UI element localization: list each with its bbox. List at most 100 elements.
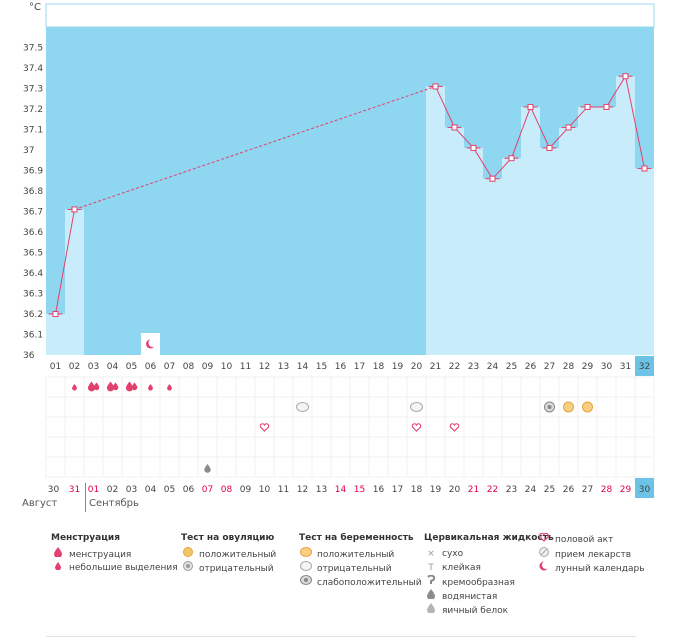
grid-cell: [596, 376, 617, 398]
small-drop-icon: [167, 384, 172, 391]
legend-item: водянистая: [442, 592, 498, 602]
grid-cell: [159, 456, 180, 478]
legend-title: Тест на беременность: [299, 533, 414, 543]
temperature-bar: [483, 178, 502, 355]
grid-cell: [444, 396, 465, 418]
grid-cell: [349, 396, 370, 418]
grid-cell: [596, 436, 617, 458]
temperature-bar: [597, 106, 616, 355]
grid-cell: [292, 416, 313, 438]
cycle-day-label: 27: [544, 362, 555, 372]
y-tick-label: 37.5: [23, 44, 43, 54]
grid-cell: [349, 416, 370, 438]
temperature-bar: [502, 158, 521, 355]
cycle-day-label: 04: [107, 362, 119, 372]
grid-cell: [520, 376, 541, 398]
data-point: [641, 165, 648, 172]
temperature-line: [435, 74, 645, 180]
grid-cell: [254, 376, 275, 398]
date-label: 02: [107, 485, 118, 495]
ovulation-test-positive-icon: [582, 401, 593, 413]
grid-cell: [539, 376, 560, 398]
date-label: 18: [411, 485, 423, 495]
cycle-day-label: 14: [297, 362, 309, 372]
data-point: [508, 155, 515, 162]
legend-item: менструация: [69, 550, 132, 560]
grid-cell: [273, 416, 294, 438]
cycle-day-label: 32: [639, 362, 650, 372]
grid-cell: [634, 376, 655, 398]
grid-cell: [615, 436, 636, 458]
grid-cell: [45, 456, 66, 478]
grid-cell: [64, 456, 85, 478]
date-label: 09: [240, 485, 252, 495]
grid-cell: [330, 416, 351, 438]
date-label: 27: [582, 485, 593, 495]
cycle-day-label: 09: [202, 362, 214, 372]
t-icon: T: [428, 563, 434, 573]
pregnancy-positive-icon: [299, 547, 313, 562]
grid-cell: [330, 456, 351, 478]
cycle-day-label: 07: [164, 362, 175, 372]
grid-cell: [425, 416, 446, 438]
grid-cell: [64, 396, 85, 418]
cycle-day-label: 22: [449, 362, 460, 372]
grid-cell: [520, 436, 541, 458]
cycle-day-label: 12: [259, 362, 270, 372]
legend-title: Тест на овуляцию: [181, 533, 275, 543]
grid-cell: [178, 456, 199, 478]
data-point: [451, 124, 458, 131]
month-label-september: Сентябрь: [89, 498, 139, 509]
grid-cell: [64, 416, 85, 438]
data-point: [565, 124, 572, 131]
grid-cell: [463, 456, 484, 478]
y-tick-label: 36.2: [23, 310, 43, 320]
grid-cell: [121, 456, 142, 478]
temperature-bar: [46, 314, 65, 355]
y-tick-label: 37: [23, 146, 34, 156]
ovulation-test-icon: [410, 402, 423, 412]
grid-cell: [634, 396, 655, 418]
temperature-gap-line: [74, 85, 436, 210]
date-label: 06: [183, 485, 195, 495]
legend-item: прием лекарств: [555, 550, 632, 560]
grid-cell: [83, 456, 104, 478]
grid-cell: [425, 456, 446, 478]
grid-cell: [311, 436, 332, 458]
y-tick-label: 37.1: [23, 126, 43, 136]
heart-icon: [411, 423, 422, 432]
legend-item: положительный: [317, 550, 395, 560]
y-tick-label: 36.3: [23, 290, 43, 300]
grid-cell: [539, 436, 560, 458]
temperature-bar: [559, 127, 578, 355]
grid-cell: [330, 376, 351, 398]
grid-cell: [387, 396, 408, 418]
data-point: [71, 206, 78, 213]
grid-cell: [102, 416, 123, 438]
grid-cell: [273, 456, 294, 478]
grid-cell: [501, 456, 522, 478]
grid-cell: [615, 416, 636, 438]
grid-cell: [501, 436, 522, 458]
grid-cell: [197, 376, 218, 398]
y-tick-label: 36.4: [23, 269, 43, 279]
grid-cell: [235, 376, 256, 398]
date-label: 25: [544, 485, 555, 495]
cycle-day-label: 31: [620, 362, 631, 372]
data-point: [603, 103, 610, 110]
y-tick-label: 37.2: [23, 105, 43, 115]
grid-cell: [634, 456, 655, 478]
grid-cell: [406, 376, 427, 398]
grid-cell: [406, 456, 427, 478]
cycle-day-label: 21: [430, 362, 441, 372]
grid-cell: [444, 416, 465, 438]
grid-cell: [444, 376, 465, 398]
grid-cell: [311, 396, 332, 418]
grid-cell: [558, 456, 579, 478]
date-label: 19: [430, 485, 442, 495]
current-date-cell: [635, 478, 654, 498]
grid-cell: [254, 416, 275, 438]
temperature-bar: [426, 86, 445, 355]
grid-cell: [45, 396, 66, 418]
date-label: 20: [449, 485, 461, 495]
